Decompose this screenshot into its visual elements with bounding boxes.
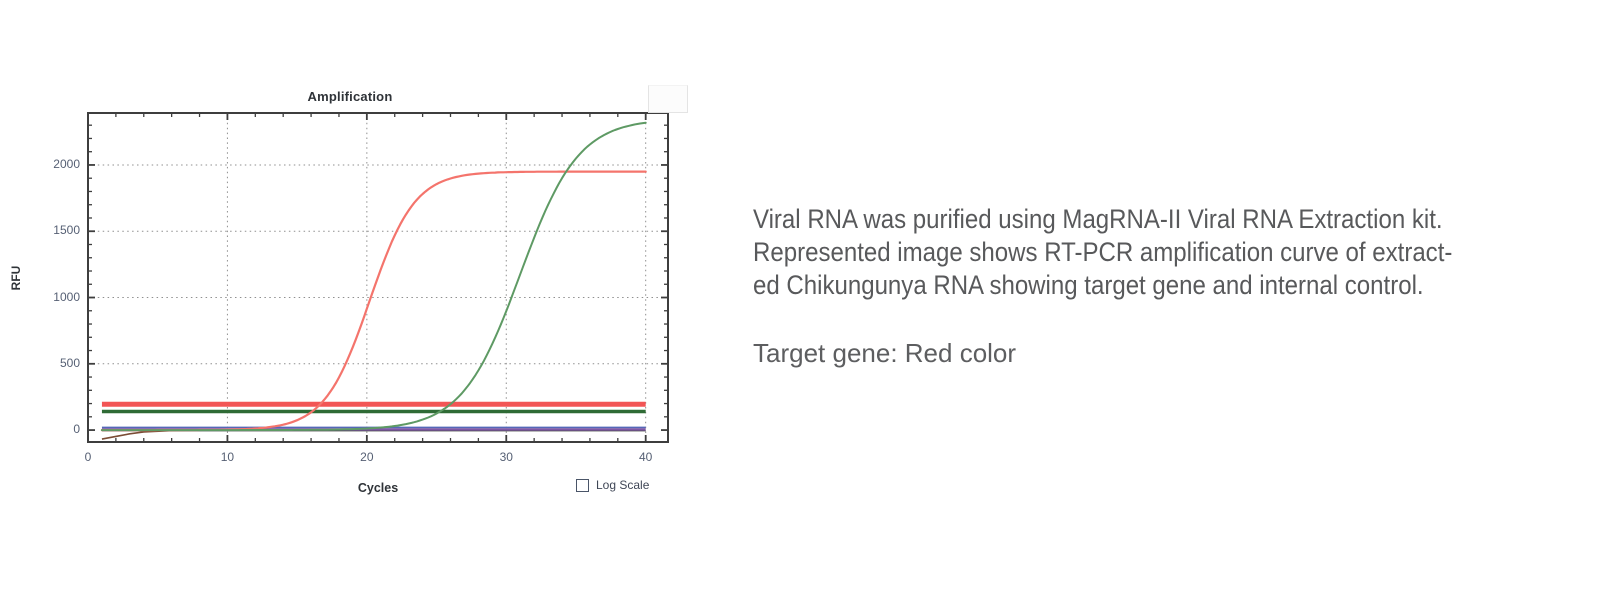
x-tick-label: 30 — [499, 450, 513, 464]
caption-line-2: Represented image shows RT-PCR amplifica… — [753, 237, 1453, 267]
faded-corner-artifact — [648, 85, 688, 113]
x-tick-label: 20 — [360, 450, 374, 464]
y-tick-label: 500 — [59, 355, 80, 370]
amplification-chart-panel: Amplification RFU Cycles Log Scale 0 500 1… — [0, 85, 700, 510]
x-tick-label: 40 — [639, 450, 653, 464]
y-tick-label: 2000 — [53, 156, 80, 171]
caption-line-3: ed Chikungunya RNA showing target gene a… — [753, 270, 1424, 300]
chart-title: Amplification — [307, 89, 393, 104]
x-axis-label: Cycles — [357, 481, 399, 495]
y-tick-label: 0 — [73, 422, 80, 437]
description-block: Viral RNA was purified using MagRNA-II V… — [753, 203, 1539, 369]
y-tick-label: 1500 — [53, 223, 80, 238]
x-tick-label: 10 — [220, 450, 235, 464]
log-scale-control[interactable]: Log Scale — [576, 478, 649, 492]
x-tick-label: 0 — [84, 450, 92, 464]
log-scale-label: Log Scale — [596, 478, 650, 492]
target-gene-chikungunya-curve — [100, 170, 647, 432]
target-gene-note: Target gene: Red color — [753, 338, 1017, 368]
amplification-chart — [87, 112, 669, 443]
caption-line-1: Viral RNA was purified using MagRNA-II V… — [753, 204, 1443, 234]
caption-paragraph: Viral RNA was purified using MagRNA-II V… — [753, 203, 1452, 302]
internal-control-curve — [100, 121, 647, 432]
plot-frame — [87, 112, 669, 443]
y-tick-label: 1000 — [53, 289, 80, 304]
log-scale-checkbox[interactable] — [576, 478, 589, 492]
